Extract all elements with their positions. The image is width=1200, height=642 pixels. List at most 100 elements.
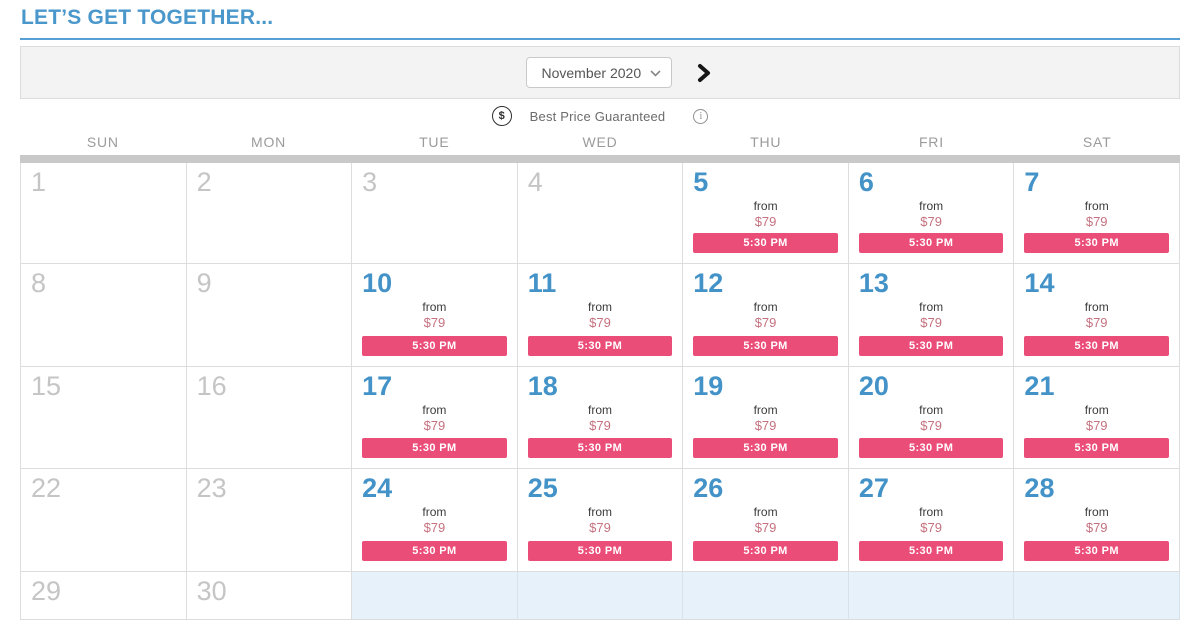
weekday-header-thu: THU bbox=[750, 134, 782, 150]
day-number: 20 bbox=[858, 371, 889, 401]
offer-from-label: from bbox=[422, 300, 447, 314]
day-number: 17 bbox=[362, 371, 393, 401]
info-circle-icon[interactable]: i bbox=[693, 108, 709, 124]
day-cell-17: 17 from $79 5:30 PM bbox=[352, 367, 518, 469]
time-slot-button[interactable]: 5:30 PM bbox=[693, 336, 838, 356]
day-number: 4 bbox=[527, 167, 543, 197]
offer-from-label: from bbox=[919, 300, 944, 314]
best-price-text: Best Price Guaranteed bbox=[529, 108, 666, 124]
next-month-button[interactable] bbox=[694, 61, 713, 85]
time-slot-button[interactable]: 5:30 PM bbox=[693, 438, 838, 458]
empty-cell bbox=[683, 572, 849, 620]
weekday-header-wed: WED bbox=[582, 134, 618, 150]
day-cell-30: 30 bbox=[186, 572, 353, 620]
time-slot-button[interactable]: 5:30 PM bbox=[362, 541, 507, 561]
day-number: 21 bbox=[1024, 371, 1055, 401]
day-number: 5 bbox=[693, 167, 709, 197]
day-number: 26 bbox=[693, 473, 724, 503]
time-slot-button[interactable]: 5:30 PM bbox=[362, 438, 507, 458]
day-cell-9: 9 bbox=[186, 264, 353, 367]
time-slot-button[interactable]: 5:30 PM bbox=[858, 438, 1004, 458]
offer-block: from $79 bbox=[1014, 300, 1179, 331]
time-slot-button[interactable]: 5:30 PM bbox=[1024, 336, 1169, 356]
day-cell-10: 10 from $79 5:30 PM bbox=[352, 264, 518, 367]
time-slot-button[interactable]: 5:30 PM bbox=[1024, 438, 1169, 458]
day-cell-20: 20 from $79 5:30 PM bbox=[848, 367, 1015, 469]
page: LET’S GET TOGETHER... November 2020 $ Be… bbox=[20, 7, 1180, 620]
day-cell-23: 23 bbox=[186, 469, 353, 572]
offer-block: from $79 bbox=[518, 505, 683, 536]
time-slot-button[interactable]: 5:30 PM bbox=[1024, 233, 1169, 253]
day-cell-16: 16 bbox=[186, 367, 353, 469]
month-select[interactable]: November 2020 bbox=[525, 57, 672, 88]
offer-block: from $79 bbox=[849, 199, 1014, 230]
offer-price: $79 bbox=[589, 315, 611, 330]
day-number: 18 bbox=[527, 371, 558, 401]
page-title: LET’S GET TOGETHER... bbox=[21, 6, 274, 29]
time-slot-button[interactable]: 5:30 PM bbox=[693, 541, 838, 561]
weekday-header-sat: SAT bbox=[1082, 134, 1112, 150]
day-cell-21: 21 from $79 5:30 PM bbox=[1014, 367, 1180, 469]
offer-price: $79 bbox=[1085, 520, 1108, 535]
offer-from-label: from bbox=[1084, 199, 1109, 213]
offer-from-label: from bbox=[753, 403, 778, 417]
title-underline bbox=[20, 38, 1180, 40]
day-number: 19 bbox=[693, 371, 724, 401]
empty-cell bbox=[352, 572, 518, 620]
offer-price: $79 bbox=[920, 315, 942, 330]
day-number: 12 bbox=[693, 268, 724, 298]
day-cell-2: 2 bbox=[186, 163, 353, 264]
day-cell-8: 8 bbox=[21, 264, 187, 367]
offer-block: from $79 bbox=[352, 403, 517, 434]
time-slot-button[interactable]: 5:30 PM bbox=[858, 233, 1004, 253]
day-cell-1: 1 bbox=[21, 163, 187, 264]
offer-from-label: from bbox=[422, 505, 447, 519]
day-cell-5: 5 from $79 5:30 PM bbox=[683, 163, 849, 264]
time-slot-button[interactable]: 5:30 PM bbox=[362, 336, 507, 356]
weekday-header-tue: TUE bbox=[419, 134, 450, 150]
offer-block: from $79 bbox=[683, 199, 848, 230]
time-slot-button[interactable]: 5:30 PM bbox=[527, 541, 673, 561]
weekday-header-mon: MON bbox=[251, 134, 287, 150]
time-slot-button[interactable]: 5:30 PM bbox=[1024, 541, 1169, 561]
offer-block: from $79 bbox=[849, 505, 1014, 536]
day-cell-4: 4 bbox=[517, 163, 684, 264]
offer-from-label: from bbox=[587, 403, 612, 417]
day-number: 11 bbox=[527, 268, 557, 298]
month-select-wrap: November 2020 bbox=[525, 57, 672, 88]
offer-block: from $79 bbox=[849, 403, 1014, 434]
offer-from-label: from bbox=[919, 505, 944, 519]
time-slot-button[interactable]: 5:30 PM bbox=[527, 438, 673, 458]
offer-from-label: from bbox=[919, 199, 944, 213]
offer-from-label: from bbox=[587, 300, 612, 314]
chevron-right-icon bbox=[696, 63, 711, 86]
time-slot-button[interactable]: 5:30 PM bbox=[858, 541, 1004, 561]
day-number: 1 bbox=[31, 167, 47, 197]
day-number: 24 bbox=[362, 473, 393, 503]
day-number: 3 bbox=[362, 167, 378, 197]
empty-cell bbox=[848, 572, 1015, 620]
day-cell-7: 7 from $79 5:30 PM bbox=[1014, 163, 1180, 264]
offer-price: $79 bbox=[754, 214, 777, 229]
empty-cell bbox=[1014, 572, 1180, 620]
offer-from-label: from bbox=[753, 199, 778, 213]
time-slot-button[interactable]: 5:30 PM bbox=[858, 336, 1004, 356]
day-number: 9 bbox=[196, 268, 212, 298]
offer-price: $79 bbox=[423, 520, 446, 535]
day-number: 30 bbox=[196, 576, 227, 606]
offer-block: from $79 bbox=[518, 403, 683, 434]
time-slot-button[interactable]: 5:30 PM bbox=[527, 336, 673, 356]
dollar-circle-icon: $ bbox=[491, 106, 512, 126]
day-cell-18: 18 from $79 5:30 PM bbox=[517, 367, 684, 469]
offer-block: from $79 bbox=[1014, 403, 1179, 434]
day-cell-25: 25 from $79 5:30 PM bbox=[517, 469, 684, 572]
calendar-top-bar bbox=[20, 155, 1180, 163]
offer-price: $79 bbox=[1085, 214, 1108, 229]
offer-price: $79 bbox=[589, 418, 611, 433]
day-cell-26: 26 from $79 5:30 PM bbox=[683, 469, 849, 572]
offer-from-label: from bbox=[422, 403, 447, 417]
time-slot-button[interactable]: 5:30 PM bbox=[693, 233, 838, 253]
offer-block: from $79 bbox=[518, 300, 683, 331]
day-cell-12: 12 from $79 5:30 PM bbox=[683, 264, 849, 367]
offer-block: from $79 bbox=[683, 505, 848, 536]
